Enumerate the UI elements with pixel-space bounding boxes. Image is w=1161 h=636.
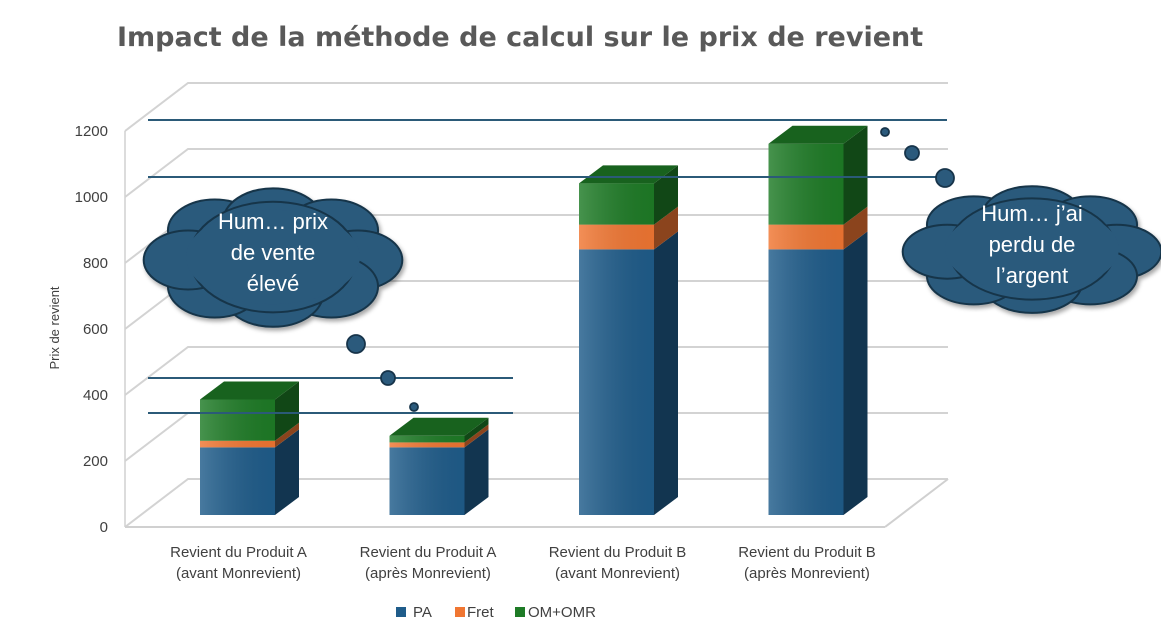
bar-segment-highlight <box>200 399 275 441</box>
x-category-label: Revient du Produit B (après Monrevient) <box>738 544 876 582</box>
y-tick-label: 1200 <box>75 123 108 140</box>
bar-segment-side <box>275 422 299 448</box>
legend-label: Fret <box>467 604 495 621</box>
bar-segment-side <box>275 429 299 515</box>
bar-segment-side <box>843 206 868 250</box>
bar-stack <box>768 125 868 515</box>
y-tick-label: 0 <box>100 519 108 536</box>
bar-segment-highlight <box>579 224 654 250</box>
y-tick-label: 200 <box>83 453 108 470</box>
thought-bubble <box>904 145 920 161</box>
bar-segment-side <box>654 231 678 515</box>
y-tick-labels: 0 200 400 600 800 1000 1200 <box>75 123 108 536</box>
cloud-text: Hum… prix de vente élevé <box>218 209 328 296</box>
bar-segment-side <box>275 381 299 441</box>
gridline <box>124 148 948 198</box>
chart-title: Impact de la méthode de calcul sur le pr… <box>117 22 923 53</box>
gridline <box>124 346 948 396</box>
reference-lines <box>148 119 947 414</box>
bar-segment-side <box>654 165 678 225</box>
legend-label: PA <box>413 604 432 621</box>
bar-segment-highlight <box>579 183 654 225</box>
bar-segment-side <box>843 125 868 225</box>
legend-swatch <box>515 607 525 617</box>
y-tick-label: 1000 <box>75 189 108 206</box>
bar-segment-highlight <box>768 143 844 225</box>
thought-bubble <box>409 402 419 412</box>
bar-segment-highlight <box>200 440 275 448</box>
bar-top <box>579 165 678 184</box>
annotations: Hum… prix de vente élevé Hum… j’ai perdu de l… <box>142 127 1161 412</box>
bar-segment-highlight <box>389 435 465 443</box>
bar-segment-highlight <box>389 442 465 448</box>
thought-bubble <box>346 334 366 354</box>
bar-stack <box>200 381 299 515</box>
thought-bubble <box>880 127 890 137</box>
bar-top <box>768 125 868 144</box>
gridline <box>124 82 948 132</box>
bar-segment-side <box>654 206 678 250</box>
legend: PA Fret OM+OMR <box>396 604 596 621</box>
thought-cloud <box>901 185 1161 314</box>
cloud-body <box>945 205 1119 293</box>
bars <box>200 125 868 515</box>
bar-segment-side <box>464 424 489 448</box>
bar-segment-highlight <box>768 249 844 515</box>
cloud-body <box>186 209 360 305</box>
gridline <box>124 478 948 528</box>
bar-segment-side <box>464 417 489 443</box>
floor-right-edge <box>884 478 949 528</box>
legend-item-pa: PA <box>396 604 432 621</box>
y-tick-label: 800 <box>83 255 108 272</box>
bar-stack <box>579 165 678 515</box>
bar-segment-highlight <box>389 447 465 515</box>
bar-top <box>200 381 299 400</box>
x-category-label: Revient du Produit A (après Monrevient) <box>360 544 497 582</box>
bar-segment-highlight <box>579 249 654 515</box>
legend-label: OM+OMR <box>528 604 596 621</box>
bar-segment-side <box>464 429 489 515</box>
bar-segment-highlight <box>200 447 275 515</box>
legend-item-om-omr: OM+OMR <box>515 604 596 621</box>
legend-swatch <box>455 607 465 617</box>
bar-segment-side <box>843 231 868 515</box>
x-category-label: Revient du Produit A (avant Monrevient) <box>170 544 307 582</box>
bar-stack <box>389 417 489 515</box>
bar-segment-highlight <box>768 224 844 250</box>
y-tick-label: 400 <box>83 387 108 404</box>
x-category-label: Revient du Produit B (avant Monrevient) <box>549 544 687 582</box>
y-tick-label: 600 <box>83 321 108 338</box>
thought-cloud <box>142 187 404 328</box>
bar-top <box>389 417 489 436</box>
legend-item-fret: Fret <box>455 604 495 621</box>
legend-swatch <box>396 607 406 617</box>
cloud-text: Hum… j’ai perdu de l’argent <box>981 201 1082 288</box>
thought-bubble <box>380 370 396 386</box>
thought-bubble <box>935 168 955 188</box>
y-axis-label: Prix de revient <box>47 286 62 369</box>
x-category-labels: Revient du Produit A (avant Monrevient) Re… <box>170 544 876 582</box>
